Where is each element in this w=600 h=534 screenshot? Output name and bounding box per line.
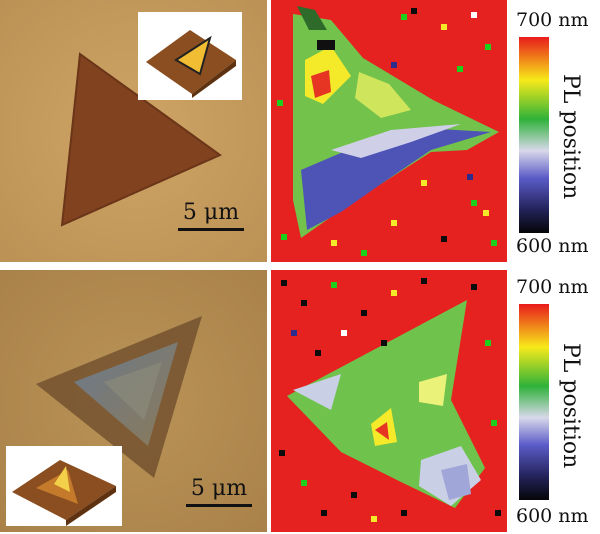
top-pl-map-svg xyxy=(271,0,507,262)
bottom-pl-map-svg xyxy=(271,270,507,532)
top-scale-bar: 5 μm xyxy=(178,202,244,231)
bottom-optical-svg xyxy=(0,270,267,532)
bottom-optical-image: 5 μm xyxy=(0,270,267,532)
bottom-scale-bar: 5 μm xyxy=(186,478,252,507)
top-colorbar-min: 600 nm xyxy=(516,235,589,257)
top-optical-image: 5 μm xyxy=(0,0,267,262)
bottom-scale-line xyxy=(186,504,252,507)
top-colorbar xyxy=(519,37,549,233)
top-colorbar-title: PL position xyxy=(558,74,583,200)
bottom-colorbar xyxy=(519,304,549,500)
top-colorbar-max: 700 nm xyxy=(516,9,589,31)
top-afm-inset xyxy=(138,12,242,100)
top-triangle-crystal xyxy=(60,52,222,227)
bottom-scale-label: 5 μm xyxy=(190,476,248,501)
bottom-colorbar-title: PL position xyxy=(558,343,583,469)
top-scale-label: 5 μm xyxy=(182,200,240,225)
bottom-pl-map xyxy=(271,270,507,532)
top-pl-map xyxy=(271,0,507,262)
bottom-afm-inset xyxy=(6,446,122,526)
bottom-colorbar-min: 600 nm xyxy=(516,505,589,527)
top-scale-line xyxy=(178,228,244,231)
bottom-colorbar-max: 700 nm xyxy=(516,276,589,298)
